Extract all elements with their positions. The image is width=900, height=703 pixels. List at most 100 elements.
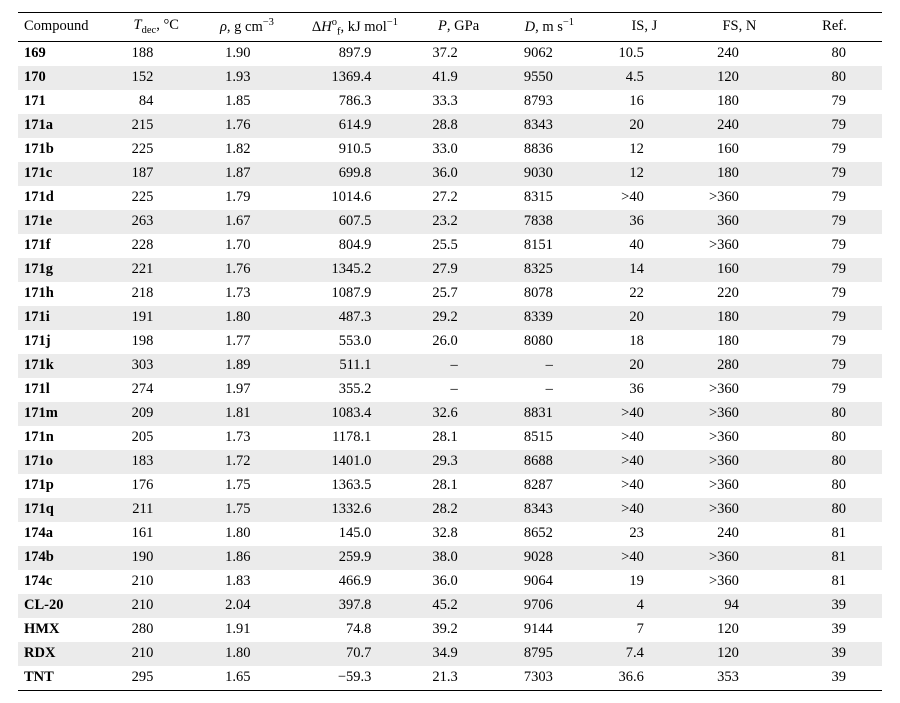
cell-dhf: 466.9	[294, 570, 415, 594]
table-row: 171e2631.67607.523.278383636079	[18, 210, 882, 234]
cell-is: >40	[597, 426, 692, 450]
cell-d: 8151	[502, 234, 597, 258]
cell-d: 8836	[502, 138, 597, 162]
cell-compound: 171k	[18, 354, 113, 378]
cell-fs: >360	[692, 234, 787, 258]
cell-p: –	[415, 354, 501, 378]
cell-compound: 171g	[18, 258, 113, 282]
cell-compound: 171o	[18, 450, 113, 474]
cell-ref: 81	[787, 546, 882, 570]
cell-rho: 1.90	[199, 41, 294, 66]
table-row: 171f2281.70804.925.5815140>36079	[18, 234, 882, 258]
cell-compound: 171a	[18, 114, 113, 138]
cell-fs: 94	[692, 594, 787, 618]
cell-d: 9706	[502, 594, 597, 618]
cell-compound: 171	[18, 90, 113, 114]
cell-is: >40	[597, 546, 692, 570]
cell-rho: 1.73	[199, 282, 294, 306]
cell-fs: >360	[692, 570, 787, 594]
cell-dhf: 614.9	[294, 114, 415, 138]
cell-ref: 79	[787, 306, 882, 330]
cell-rho: 1.72	[199, 450, 294, 474]
cell-rho: 1.73	[199, 426, 294, 450]
cell-dhf: 1401.0	[294, 450, 415, 474]
properties-table: CompoundTdec, °Cρ, g cm−3ΔHof, kJ mol−1P…	[18, 12, 882, 691]
cell-tdec: 303	[113, 354, 199, 378]
cell-dhf: −59.3	[294, 666, 415, 691]
cell-ref: 79	[787, 330, 882, 354]
cell-is: >40	[597, 402, 692, 426]
cell-ref: 80	[787, 450, 882, 474]
cell-rho: 1.85	[199, 90, 294, 114]
table-row: 171m2091.811083.432.68831>40>36080	[18, 402, 882, 426]
cell-ref: 79	[787, 186, 882, 210]
cell-d: 8078	[502, 282, 597, 306]
col-header-p: P, GPa	[415, 13, 501, 42]
cell-tdec: 221	[113, 258, 199, 282]
table-row: CL-202102.04397.845.2970649439	[18, 594, 882, 618]
cell-is: 12	[597, 138, 692, 162]
cell-ref: 80	[787, 402, 882, 426]
cell-rho: 1.80	[199, 306, 294, 330]
cell-d: 9030	[502, 162, 597, 186]
col-header-dhf: ΔHof, kJ mol−1	[294, 13, 415, 42]
cell-d: 8343	[502, 498, 597, 522]
cell-tdec: 225	[113, 138, 199, 162]
table-body: 1691881.90897.937.2906210.5240801701521.…	[18, 41, 882, 690]
cell-tdec: 176	[113, 474, 199, 498]
cell-is: 20	[597, 306, 692, 330]
cell-fs: >360	[692, 186, 787, 210]
col-header-fs: FS, N	[692, 13, 787, 42]
cell-ref: 39	[787, 594, 882, 618]
cell-d: 8831	[502, 402, 597, 426]
table-row: 171j1981.77553.026.080801818079	[18, 330, 882, 354]
table-row: HMX2801.9174.839.29144712039	[18, 618, 882, 642]
table-row: 171a2151.76614.928.883432024079	[18, 114, 882, 138]
cell-ref: 79	[787, 138, 882, 162]
cell-d: 8325	[502, 258, 597, 282]
cell-p: 38.0	[415, 546, 501, 570]
cell-ref: 39	[787, 618, 882, 642]
table-row: 171841.85786.333.387931618079	[18, 90, 882, 114]
cell-d: 9144	[502, 618, 597, 642]
cell-compound: 171q	[18, 498, 113, 522]
cell-d: 9064	[502, 570, 597, 594]
cell-ref: 79	[787, 162, 882, 186]
cell-is: 14	[597, 258, 692, 282]
cell-d: 9550	[502, 66, 597, 90]
cell-compound: TNT	[18, 666, 113, 691]
cell-p: 21.3	[415, 666, 501, 691]
cell-fs: 120	[692, 66, 787, 90]
cell-dhf: 553.0	[294, 330, 415, 354]
cell-compound: 174a	[18, 522, 113, 546]
table-row: 1691881.90897.937.2906210.524080	[18, 41, 882, 66]
cell-tdec: 295	[113, 666, 199, 691]
table-row: 171h2181.731087.925.780782222079	[18, 282, 882, 306]
cell-p: 28.8	[415, 114, 501, 138]
cell-compound: 171n	[18, 426, 113, 450]
cell-rho: 1.77	[199, 330, 294, 354]
cell-fs: 240	[692, 522, 787, 546]
cell-tdec: 84	[113, 90, 199, 114]
cell-compound: 174b	[18, 546, 113, 570]
cell-d: 8287	[502, 474, 597, 498]
cell-rho: 1.89	[199, 354, 294, 378]
cell-is: 19	[597, 570, 692, 594]
cell-p: 27.9	[415, 258, 501, 282]
cell-tdec: 198	[113, 330, 199, 354]
cell-tdec: 211	[113, 498, 199, 522]
cell-ref: 80	[787, 498, 882, 522]
cell-p: 41.9	[415, 66, 501, 90]
cell-is: >40	[597, 474, 692, 498]
cell-rho: 1.80	[199, 522, 294, 546]
cell-is: 4	[597, 594, 692, 618]
table-row: 171l2741.97355.2––36>36079	[18, 378, 882, 402]
table-row: 171k3031.89511.1––2028079	[18, 354, 882, 378]
cell-rho: 1.93	[199, 66, 294, 90]
cell-fs: 280	[692, 354, 787, 378]
cell-ref: 80	[787, 41, 882, 66]
cell-ref: 79	[787, 90, 882, 114]
cell-compound: 170	[18, 66, 113, 90]
cell-dhf: 487.3	[294, 306, 415, 330]
cell-tdec: 210	[113, 570, 199, 594]
